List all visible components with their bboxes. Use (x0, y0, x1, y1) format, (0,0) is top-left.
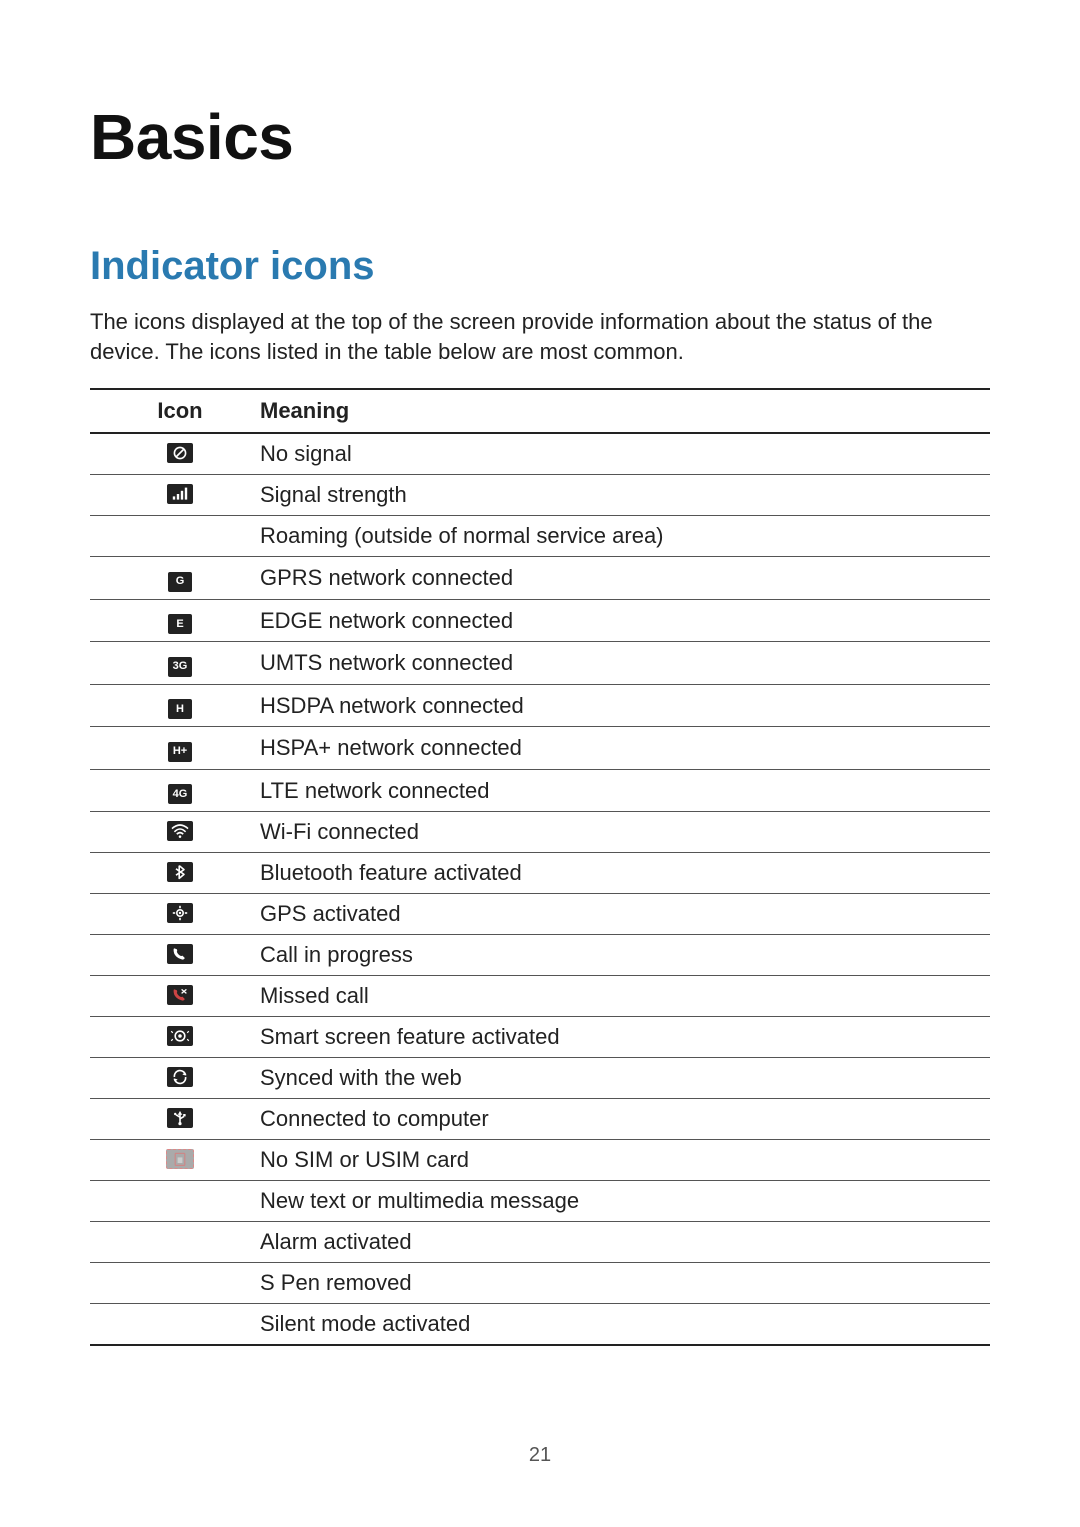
icon-cell (90, 1099, 250, 1140)
icon-cell (90, 812, 250, 853)
icon-cell (90, 1140, 250, 1181)
table-row: No signal (90, 433, 990, 475)
icon-cell (90, 1263, 250, 1304)
g-network-icon: G (168, 572, 192, 592)
table-row: Missed call (90, 976, 990, 1017)
call-icon (167, 944, 193, 964)
e-network-icon: E (168, 614, 192, 634)
icon-cell (90, 1181, 250, 1222)
icon-cell (90, 1222, 250, 1263)
hplus-network-icon: H+ (168, 742, 192, 762)
meaning-cell: S Pen removed (250, 1263, 990, 1304)
icon-cell (90, 894, 250, 935)
page-number: 21 (0, 1444, 1080, 1467)
table-row: Call in progress (90, 935, 990, 976)
indicator-icons-table: Icon Meaning No signalSignal strengthRoa… (90, 388, 990, 1346)
table-row: E EDGE network connected (90, 599, 990, 642)
table-row: GPS activated (90, 894, 990, 935)
table-row: Smart screen feature activated (90, 1017, 990, 1058)
missed-call-icon (167, 985, 193, 1005)
sync-icon (167, 1067, 193, 1087)
table-header-icon: Icon (90, 389, 250, 433)
usb-icon (167, 1108, 193, 1128)
meaning-cell: Roaming (outside of normal service area) (250, 516, 990, 557)
table-row: Roaming (outside of normal service area) (90, 516, 990, 557)
icon-cell (90, 1304, 250, 1346)
meaning-cell: Bluetooth feature activated (250, 853, 990, 894)
meaning-cell: No SIM or USIM card (250, 1140, 990, 1181)
table-row: Signal strength (90, 475, 990, 516)
table-row: New text or multimedia message (90, 1181, 990, 1222)
table-row: Connected to computer (90, 1099, 990, 1140)
table-row: Alarm activated (90, 1222, 990, 1263)
table-row: H+ HSPA+ network connected (90, 727, 990, 770)
meaning-cell: UMTS network connected (250, 642, 990, 685)
meaning-cell: Wi-Fi connected (250, 812, 990, 853)
wifi-icon (167, 821, 193, 841)
signal-icon (167, 484, 193, 504)
icon-cell (90, 1017, 250, 1058)
icon-cell (90, 475, 250, 516)
meaning-cell: Smart screen feature activated (250, 1017, 990, 1058)
meaning-cell: Alarm activated (250, 1222, 990, 1263)
meaning-cell: Synced with the web (250, 1058, 990, 1099)
h-network-icon: H (168, 699, 192, 719)
meaning-cell: No signal (250, 433, 990, 475)
icon-cell: E (90, 599, 250, 642)
table-row: No SIM or USIM card (90, 1140, 990, 1181)
no-sim-icon (166, 1149, 194, 1169)
meaning-cell: Signal strength (250, 475, 990, 516)
meaning-cell: EDGE network connected (250, 599, 990, 642)
icon-cell (90, 853, 250, 894)
meaning-cell: HSPA+ network connected (250, 727, 990, 770)
icon-cell: 3G (90, 642, 250, 685)
meaning-cell: HSDPA network connected (250, 684, 990, 727)
meaning-cell: Call in progress (250, 935, 990, 976)
bluetooth-icon (167, 862, 193, 882)
icon-cell (90, 516, 250, 557)
icon-cell: 4G (90, 769, 250, 812)
meaning-cell: GPS activated (250, 894, 990, 935)
icon-cell (90, 976, 250, 1017)
icon-cell (90, 433, 250, 475)
smart-screen-icon (167, 1026, 193, 1046)
table-row: S Pen removed (90, 1263, 990, 1304)
meaning-cell: New text or multimedia message (250, 1181, 990, 1222)
meaning-cell: Silent mode activated (250, 1304, 990, 1346)
meaning-cell: Missed call (250, 976, 990, 1017)
no-signal-icon (167, 443, 193, 463)
table-body: No signalSignal strengthRoaming (outside… (90, 433, 990, 1345)
meaning-cell: Connected to computer (250, 1099, 990, 1140)
icon-cell: H+ (90, 727, 250, 770)
table-row: Bluetooth feature activated (90, 853, 990, 894)
table-row: 3G UMTS network connected (90, 642, 990, 685)
4g-network-icon: 4G (168, 784, 192, 804)
meaning-cell: LTE network connected (250, 769, 990, 812)
gps-icon (167, 903, 193, 923)
table-row: Synced with the web (90, 1058, 990, 1099)
meaning-cell: GPRS network connected (250, 557, 990, 600)
table-header-meaning: Meaning (250, 389, 990, 433)
icon-cell (90, 935, 250, 976)
page-title: Basics (90, 100, 990, 174)
table-row: H HSDPA network connected (90, 684, 990, 727)
section-intro: The icons displayed at the top of the sc… (90, 307, 990, 366)
icon-cell (90, 1058, 250, 1099)
section-title: Indicator icons (90, 244, 990, 289)
table-row: Silent mode activated (90, 1304, 990, 1346)
table-row: G GPRS network connected (90, 557, 990, 600)
table-row: Wi-Fi connected (90, 812, 990, 853)
3g-network-icon: 3G (168, 657, 192, 677)
manual-page: Basics Indicator icons The icons display… (0, 0, 1080, 1527)
icon-cell: H (90, 684, 250, 727)
table-row: 4G LTE network connected (90, 769, 990, 812)
icon-cell: G (90, 557, 250, 600)
